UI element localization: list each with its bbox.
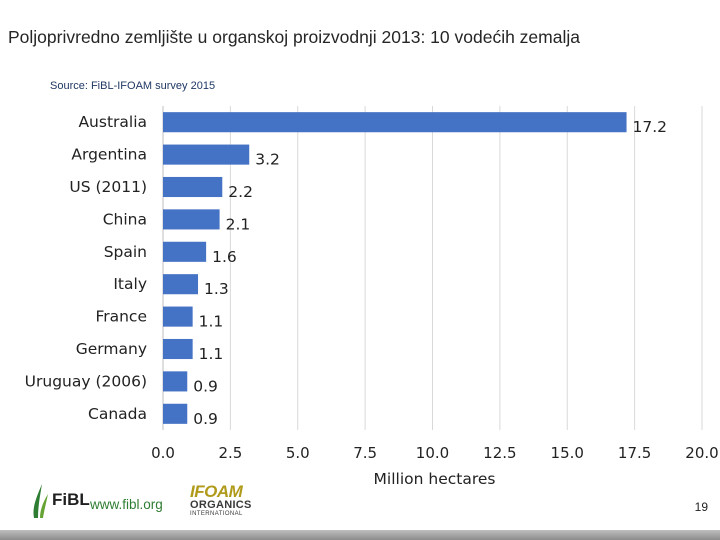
ifoam-logo: IFOAM ORGANICS INTERNATIONAL <box>186 482 258 522</box>
category-label: US (2011) <box>69 178 147 196</box>
ifoam-organics: ORGANICS <box>190 499 252 511</box>
category-label: France <box>95 308 147 326</box>
footer-band <box>0 530 720 540</box>
bar <box>163 144 250 165</box>
ifoam-wordmark: IFOAM <box>190 482 243 501</box>
data-label: 1.1 <box>199 345 224 363</box>
x-tick-label: 12.5 <box>483 444 516 462</box>
bar <box>163 306 193 327</box>
data-label: 1.3 <box>204 280 229 298</box>
x-tick-label: 15.0 <box>551 444 584 462</box>
x-tick-label: 10.0 <box>416 444 449 462</box>
page-number: 19 <box>694 500 708 514</box>
x-tick-label: 7.5 <box>353 444 377 462</box>
data-label: 0.9 <box>193 377 218 395</box>
data-label: 1.1 <box>199 313 224 331</box>
bar <box>163 176 223 198</box>
category-label: Spain <box>104 243 147 261</box>
slide-title: Poljoprivredno zemljište u organskoj pro… <box>8 27 580 47</box>
fibl-wordmark: FiBL <box>52 490 90 509</box>
category-label: Australia <box>78 113 147 131</box>
bar <box>163 403 188 424</box>
data-label: 2.2 <box>228 183 253 201</box>
bar <box>163 241 207 262</box>
data-label: 3.2 <box>255 151 280 169</box>
category-label: China <box>103 210 147 228</box>
data-label: 17.2 <box>633 118 668 136</box>
bar <box>163 338 193 360</box>
x-tick-label: 17.5 <box>618 444 651 462</box>
fibl-url[interactable]: www.fibl.org <box>90 497 163 512</box>
data-label: 1.6 <box>212 248 237 266</box>
fibl-logo: FiBL <box>28 480 90 520</box>
data-label: 0.9 <box>193 410 218 428</box>
bar <box>163 112 627 133</box>
data-label: 2.1 <box>226 215 251 233</box>
category-label: Uruguay (2006) <box>25 372 147 390</box>
category-label: Argentina <box>71 146 147 164</box>
x-tick-label: 5.0 <box>286 444 310 462</box>
bar <box>163 209 220 230</box>
ifoam-international: INTERNATIONAL <box>190 511 243 517</box>
fibl-leaf-icon <box>33 484 48 518</box>
bar <box>163 371 188 392</box>
x-tick-label: 20.0 <box>685 444 718 462</box>
x-axis-title: Million hectares <box>374 470 496 488</box>
category-label: Germany <box>76 340 147 358</box>
x-tick-label: 2.5 <box>218 444 242 462</box>
x-tick-label: 0.0 <box>151 444 175 462</box>
source-note: Source: FiBL-IFOAM survey 2015 <box>50 80 216 92</box>
category-label: Canada <box>88 405 147 423</box>
bar <box>163 274 199 295</box>
category-label: Italy <box>113 275 147 293</box>
